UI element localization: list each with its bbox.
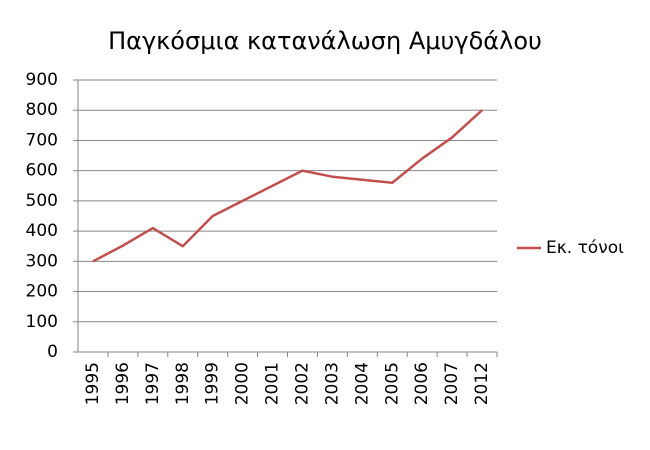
x-tick-label: 2001 bbox=[263, 362, 283, 405]
y-tick-label: 200 bbox=[26, 282, 58, 302]
y-tick-label: 700 bbox=[26, 130, 58, 150]
x-tick-label: 2012 bbox=[472, 362, 492, 405]
x-tick-label: 1998 bbox=[173, 362, 193, 405]
y-tick-label: 900 bbox=[26, 70, 58, 90]
x-tick-label: 1995 bbox=[83, 362, 103, 405]
y-tick-label: 100 bbox=[26, 312, 58, 332]
x-tick-label: 2002 bbox=[292, 362, 312, 405]
x-tick-label: 2007 bbox=[442, 362, 462, 405]
x-tick-label: 2000 bbox=[233, 362, 253, 405]
legend-label: Εκ. τόνοι bbox=[546, 238, 624, 258]
chart-title: Παγκόσμια κατανάλωση Αμυγδάλου bbox=[108, 27, 542, 55]
x-tick-label: 1997 bbox=[143, 362, 163, 405]
x-tick-label: 1999 bbox=[203, 362, 223, 405]
x-tick-label: 1996 bbox=[113, 362, 133, 405]
x-tick-label: 2004 bbox=[352, 362, 372, 405]
y-tick-label: 300 bbox=[26, 251, 58, 271]
x-tick-label: 2005 bbox=[382, 362, 402, 405]
y-tick-label: 600 bbox=[26, 161, 58, 181]
y-tick-label: 0 bbox=[47, 342, 58, 362]
y-tick-label: 400 bbox=[26, 221, 58, 241]
y-tick-label: 500 bbox=[26, 191, 58, 211]
x-tick-label: 2003 bbox=[322, 362, 342, 405]
y-tick-label: 800 bbox=[26, 100, 58, 120]
line-series bbox=[92, 109, 483, 263]
x-tick-label: 2006 bbox=[412, 362, 432, 405]
